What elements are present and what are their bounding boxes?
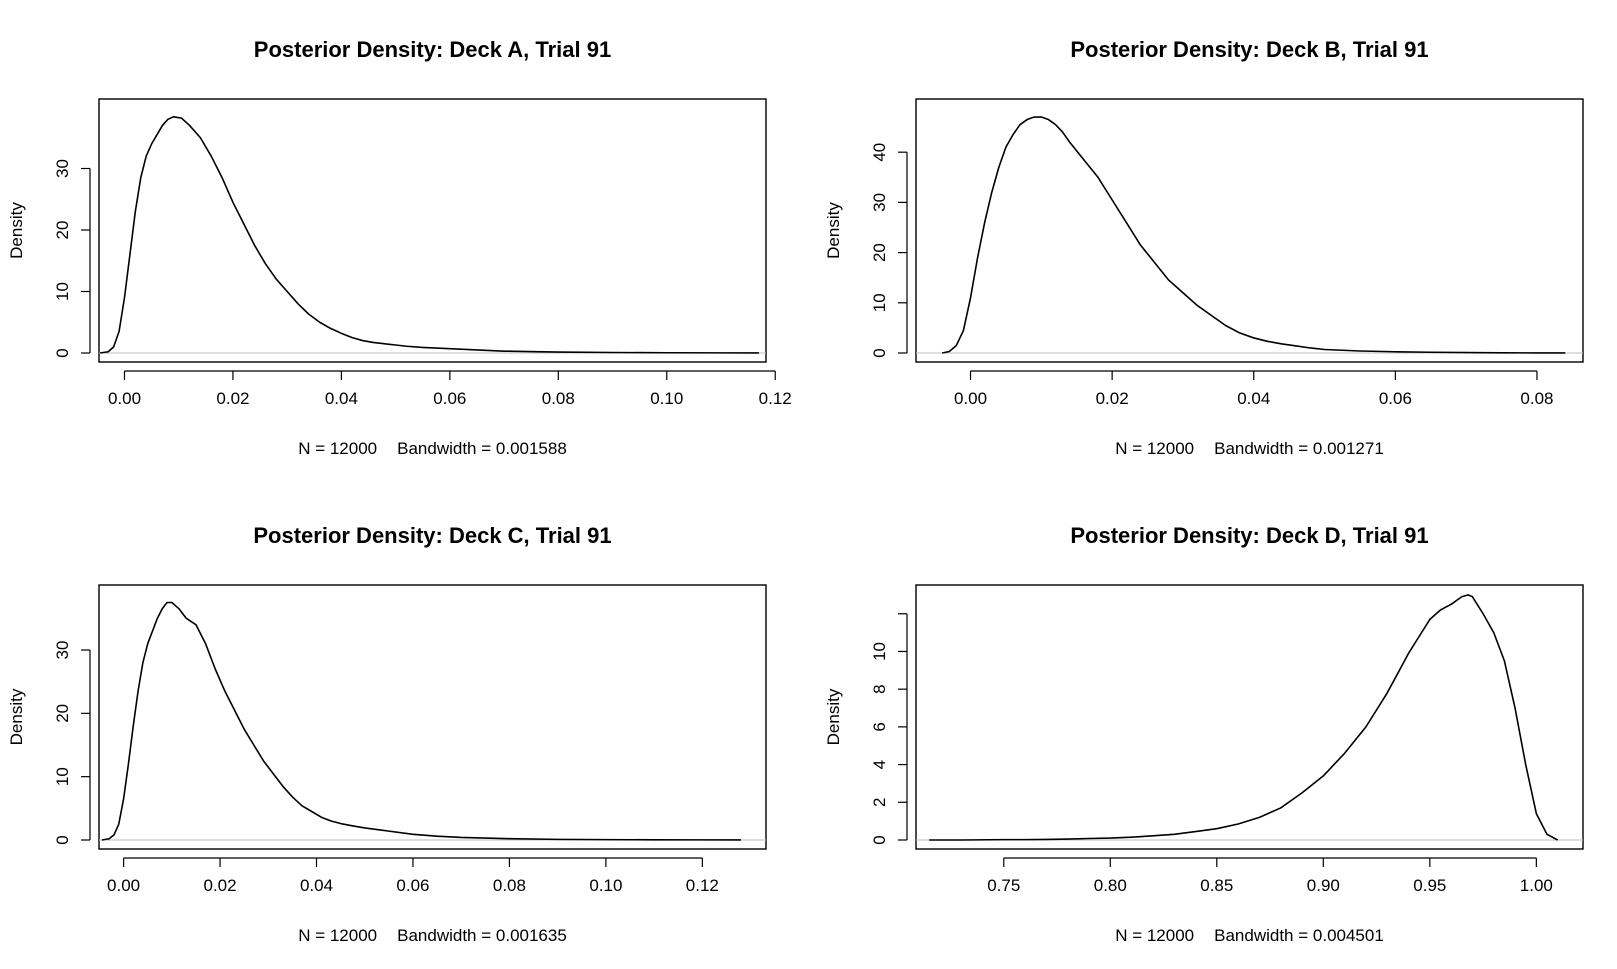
x-tick-label: 0.02 [1096, 389, 1129, 408]
y-tick-label: 10 [53, 282, 72, 301]
density-curve [942, 116, 1566, 354]
sample-size-label: N = 12000 [298, 926, 377, 945]
x-tick-label: 0.06 [396, 876, 429, 895]
density-panel-2: Posterior Density: Deck B, Trial 91 0.00 0… [824, 37, 1584, 458]
x-axis-caption: N = 12000 Bandwidth = 0.001588 [298, 439, 567, 458]
y-tick-label: 8 [870, 684, 889, 693]
y-tick-label: 0 [53, 835, 72, 844]
x-tick-label: 0.95 [1413, 876, 1446, 895]
y-tick-label: 30 [870, 193, 889, 212]
y-tick-label: 0 [53, 348, 72, 357]
plot-frame [98, 98, 767, 363]
density-curve [929, 594, 1559, 841]
x-tick-label: 0.75 [987, 876, 1020, 895]
x-tick-label: 0.80 [1094, 876, 1127, 895]
plot-frame [915, 584, 1584, 850]
x-tick-label: 0.12 [759, 389, 792, 408]
x-tick-label: 0.10 [589, 876, 622, 895]
y-tick-label: 20 [870, 243, 889, 262]
y-tick-label: 4 [870, 760, 889, 769]
density-panel-3: Posterior Density: Deck C, Trial 91 0.00 0… [7, 523, 767, 945]
chart-title: Posterior Density: Deck B, Trial 91 [1070, 37, 1428, 62]
bandwidth-label: Bandwidth = 0.004501 [1214, 926, 1384, 945]
x-tick-label: 0.06 [1379, 389, 1412, 408]
x-tick-label: 0.08 [542, 389, 575, 408]
x-tick-label: 0.00 [108, 389, 141, 408]
bandwidth-label: Bandwidth = 0.001588 [397, 439, 567, 458]
sample-size-label: N = 12000 [1115, 439, 1194, 458]
y-axis-label: Density [7, 688, 26, 745]
y-tick-label: 2 [870, 798, 889, 807]
density-panel-1: Posterior Density: Deck A, Trial 91 0.00 0… [7, 37, 792, 458]
x-tick-label: 1.00 [1520, 876, 1553, 895]
x-tick-label: 0.04 [300, 876, 333, 895]
y-tick-label: 0 [870, 835, 889, 844]
y-tick-label: 10 [53, 767, 72, 786]
x-tick-label: 0.00 [954, 389, 987, 408]
x-tick-label: 0.02 [204, 876, 237, 895]
x-tick-label: 0.02 [216, 389, 249, 408]
plot-frame [915, 98, 1584, 363]
x-axis-caption: N = 12000 Bandwidth = 0.004501 [1115, 926, 1384, 945]
y-axis-label: Density [824, 688, 843, 745]
x-tick-label: 0.06 [433, 389, 466, 408]
density-curve [99, 116, 759, 354]
y-tick-label: 0 [870, 348, 889, 357]
chart-title: Posterior Density: Deck C, Trial 91 [253, 523, 611, 548]
y-tick-label: 10 [870, 293, 889, 312]
bandwidth-label: Bandwidth = 0.001635 [397, 926, 567, 945]
sample-size-label: N = 12000 [1115, 926, 1194, 945]
bandwidth-label: Bandwidth = 0.001271 [1214, 439, 1384, 458]
y-tick-label: 10 [870, 642, 889, 661]
y-axis-label: Density [824, 202, 843, 259]
y-axis-label: Density [7, 202, 26, 259]
y-tick-label: 30 [53, 641, 72, 660]
x-tick-label: 0.08 [493, 876, 526, 895]
y-tick-label: 6 [870, 722, 889, 731]
x-tick-label: 0.04 [1237, 389, 1270, 408]
x-axis-caption: N = 12000 Bandwidth = 0.001635 [298, 926, 567, 945]
y-tick-label: 20 [53, 704, 72, 723]
chart-title: Posterior Density: Deck D, Trial 91 [1070, 523, 1428, 548]
y-tick-label: 30 [53, 159, 72, 178]
plot-frame [98, 584, 767, 850]
x-tick-label: 0.10 [650, 389, 683, 408]
x-axis-caption: N = 12000 Bandwidth = 0.001271 [1115, 439, 1384, 458]
x-tick-label: 0.08 [1520, 389, 1553, 408]
density-curve [101, 601, 741, 841]
x-tick-label: 0.00 [107, 876, 140, 895]
y-tick-label: 40 [870, 143, 889, 162]
density-panel-4: Posterior Density: Deck D, Trial 91 0.75 0… [824, 523, 1584, 945]
x-tick-label: 0.04 [325, 389, 358, 408]
x-tick-label: 0.85 [1200, 876, 1233, 895]
chart-title: Posterior Density: Deck A, Trial 91 [254, 37, 611, 62]
x-tick-label: 0.12 [686, 876, 719, 895]
y-tick-label: 20 [53, 221, 72, 240]
x-tick-label: 0.90 [1307, 876, 1340, 895]
sample-size-label: N = 12000 [298, 439, 377, 458]
